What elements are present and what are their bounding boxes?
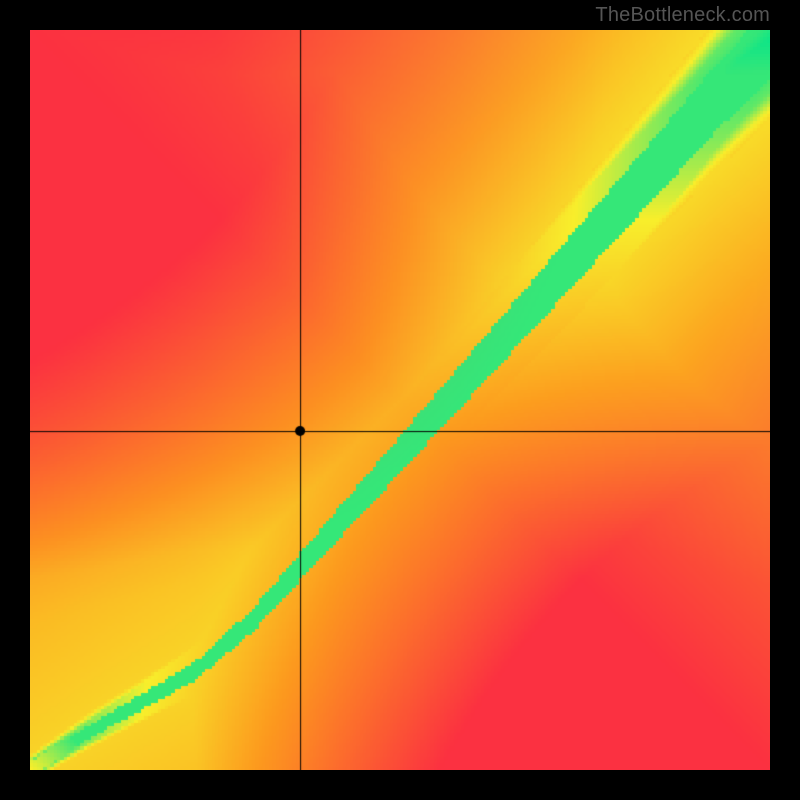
bottleneck-heatmap <box>30 30 770 770</box>
chart-frame: TheBottleneck.com <box>0 0 800 800</box>
watermark-text: TheBottleneck.com <box>595 4 770 27</box>
